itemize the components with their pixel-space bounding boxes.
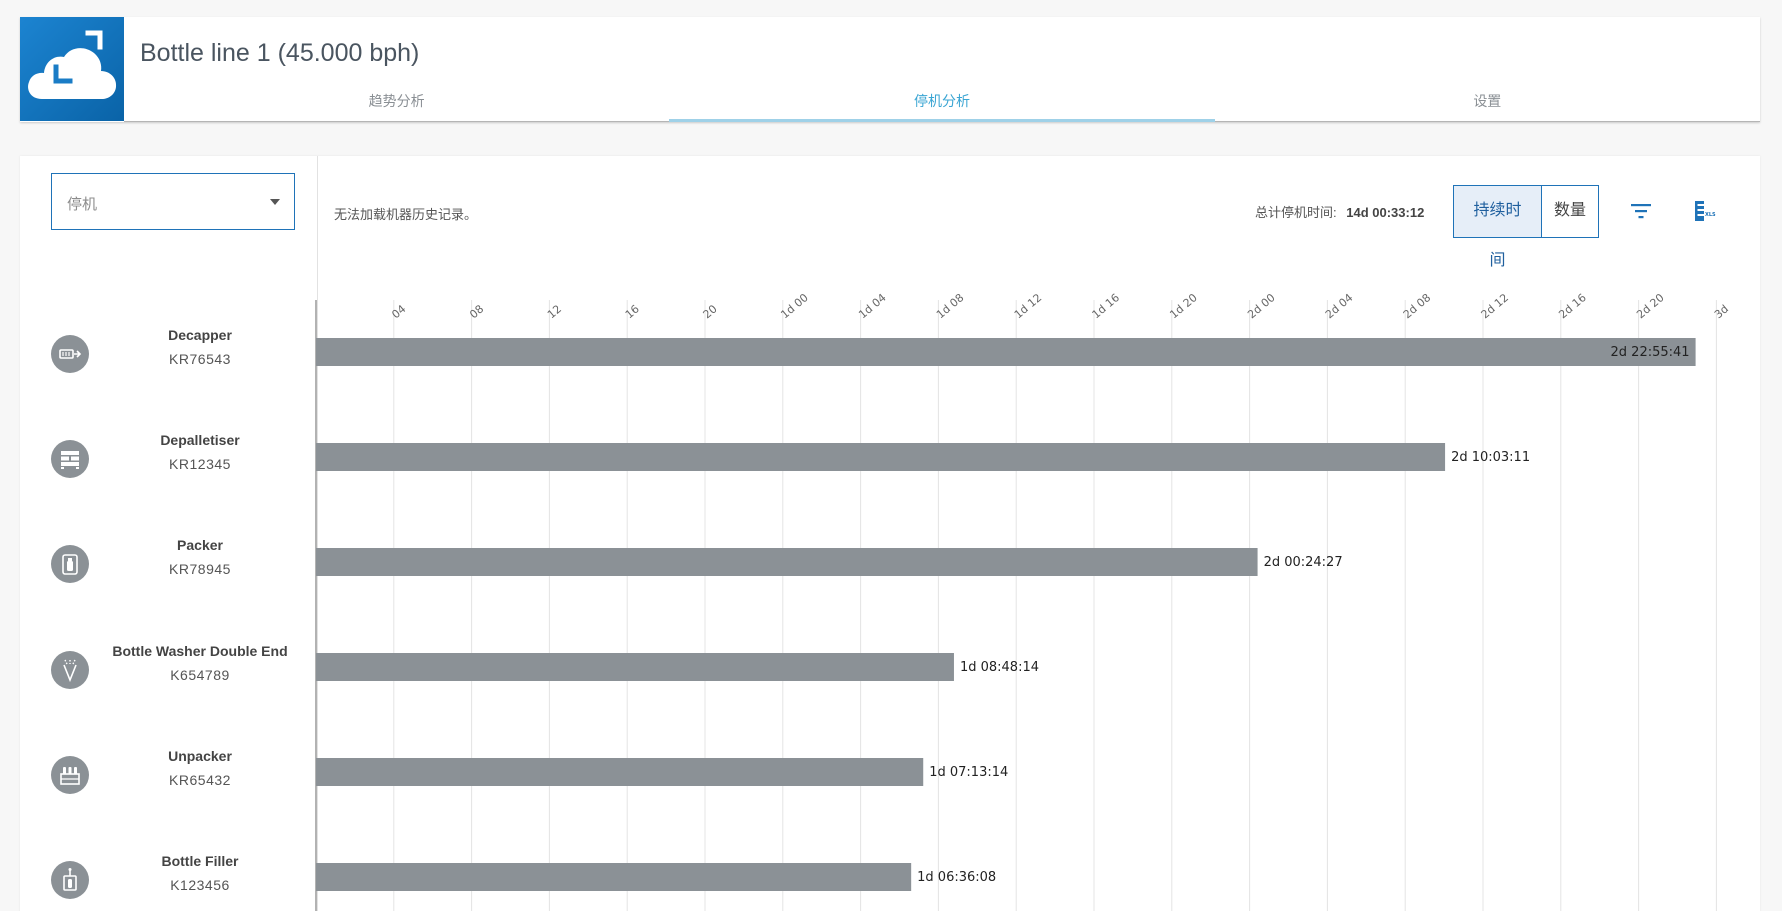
machine-id: KR12345 bbox=[169, 456, 231, 472]
x-tick-label: 2d 04 bbox=[1323, 291, 1355, 321]
machine-row-bottle-washer: Bottle Washer Double End K654789 bbox=[20, 639, 317, 719]
bar-value-label: 2d 10:03:11 bbox=[1451, 450, 1530, 465]
machine-row-bottle-filler: Bottle Filler K123456 bbox=[20, 849, 317, 911]
x-tick-label: 1d 08 bbox=[934, 291, 966, 321]
duration-toggle-button[interactable]: 持续时间 bbox=[1454, 186, 1542, 269]
cloud-logo-icon bbox=[28, 30, 117, 99]
x-tick-label: 1d 04 bbox=[856, 291, 888, 321]
machine-name: Packer bbox=[177, 537, 223, 553]
panel-divider bbox=[317, 156, 318, 911]
export-button[interactable]: XLS bbox=[1692, 199, 1716, 228]
x-tick-label: 1d 00 bbox=[778, 291, 810, 321]
x-tick-label: 2d 00 bbox=[1245, 291, 1277, 321]
unpacker-icon bbox=[51, 756, 89, 794]
total-downtime-value: 14d 00:33:12 bbox=[1346, 205, 1425, 220]
machine-row-decapper: Decapper KR76543 bbox=[20, 323, 317, 403]
machine-name: Bottle Washer Double End bbox=[112, 643, 288, 659]
header: Bottle line 1 (45.000 bph) 趋势分析 停机分析 设置 bbox=[20, 17, 1760, 122]
machine-id: K123456 bbox=[170, 877, 230, 893]
machine-name: Depalletiser bbox=[160, 432, 240, 448]
x-tick-label: 3d bbox=[1712, 302, 1731, 321]
tab-bar: 趋势分析 停机分析 设置 bbox=[124, 87, 1760, 122]
tab-downtime-analysis[interactable]: 停机分析 bbox=[669, 87, 1215, 122]
machine-id: KR76543 bbox=[169, 351, 231, 367]
filler-icon bbox=[51, 861, 89, 899]
washer-icon bbox=[51, 651, 89, 689]
filter-icon bbox=[1631, 204, 1651, 219]
depalletiser-icon bbox=[51, 440, 89, 478]
page-title: Bottle line 1 (45.000 bph) bbox=[140, 39, 420, 67]
bar-bottle-washer-double-end[interactable] bbox=[316, 653, 954, 681]
x-tick-label: 2d 20 bbox=[1634, 291, 1666, 321]
x-tick-label: 08 bbox=[467, 302, 486, 321]
bar-packer[interactable] bbox=[316, 548, 1258, 576]
dropdown-selected-value: 停机 bbox=[67, 196, 98, 213]
x-tick-label: 04 bbox=[389, 302, 408, 321]
machine-name: Unpacker bbox=[168, 748, 232, 764]
history-load-error-message: 无法加载机器历史记录。 bbox=[334, 207, 478, 222]
x-tick-label: 1d 20 bbox=[1167, 291, 1199, 321]
x-tick-label: 20 bbox=[701, 302, 720, 321]
chevron-down-icon bbox=[270, 199, 280, 205]
downtime-panel: 停机 无法加载机器历史记录。 总计停机时间: 14d 00:33:12 持续时间… bbox=[20, 156, 1760, 911]
bar-value-label: 2d 22:55:41 bbox=[1611, 345, 1690, 360]
bar-bottle-filler[interactable] bbox=[316, 863, 912, 891]
machine-row-unpacker: Unpacker KR65432 bbox=[20, 744, 317, 824]
x-tick-label: 1d 12 bbox=[1012, 291, 1044, 321]
x-tick-label: 2d 12 bbox=[1479, 291, 1511, 321]
total-downtime: 总计停机时间: 14d 00:33:12 bbox=[1255, 202, 1424, 221]
bar-unpacker[interactable] bbox=[316, 758, 924, 786]
metric-toggle: 持续时间 数量 bbox=[1453, 185, 1599, 269]
bar-decapper[interactable] bbox=[316, 338, 1696, 366]
export-xls-icon: XLS bbox=[1695, 201, 1716, 221]
svg-text:XLS: XLS bbox=[1705, 212, 1716, 218]
machine-id: KR78945 bbox=[169, 561, 231, 577]
machine-id: K654789 bbox=[170, 667, 230, 683]
machine-id: KR65432 bbox=[169, 772, 231, 788]
machine-name: Decapper bbox=[168, 327, 232, 343]
machine-row-depalletiser: Depalletiser KR12345 bbox=[20, 428, 317, 508]
x-tick-label: 2d 16 bbox=[1556, 291, 1588, 321]
machine-name: Bottle Filler bbox=[161, 853, 239, 869]
packer-icon bbox=[51, 545, 89, 583]
decapper-icon bbox=[51, 335, 89, 373]
bar-value-label: 2d 00:24:27 bbox=[1264, 555, 1343, 570]
x-tick-label: 16 bbox=[623, 302, 642, 321]
category-dropdown[interactable]: 停机 bbox=[51, 173, 295, 230]
x-tick-label: 12 bbox=[545, 302, 564, 321]
bar-value-label: 1d 07:13:14 bbox=[929, 765, 1008, 780]
bar-depalletiser[interactable] bbox=[316, 443, 1446, 471]
app-logo bbox=[20, 17, 124, 121]
bar-value-label: 1d 08:48:14 bbox=[960, 660, 1039, 675]
total-downtime-label: 总计停机时间: bbox=[1255, 205, 1337, 220]
tab-trend-analysis[interactable]: 趋势分析 bbox=[368, 93, 425, 109]
x-tick-label: 2d 08 bbox=[1401, 291, 1433, 321]
bar-value-label: 1d 06:36:08 bbox=[917, 870, 996, 885]
x-tick-label: 1d 16 bbox=[1090, 291, 1122, 321]
count-toggle-button[interactable]: 数量 bbox=[1542, 186, 1598, 237]
machine-row-packer: Packer KR78945 bbox=[20, 533, 317, 613]
filter-button[interactable] bbox=[1630, 201, 1652, 226]
downtime-bar-chart: 04 08 12 16 20 1d 00 1d 04 1d 08 1d 12 1d 16 1d 20… bbox=[315, 291, 1731, 911]
tab-settings[interactable]: 设置 bbox=[1473, 93, 1502, 109]
